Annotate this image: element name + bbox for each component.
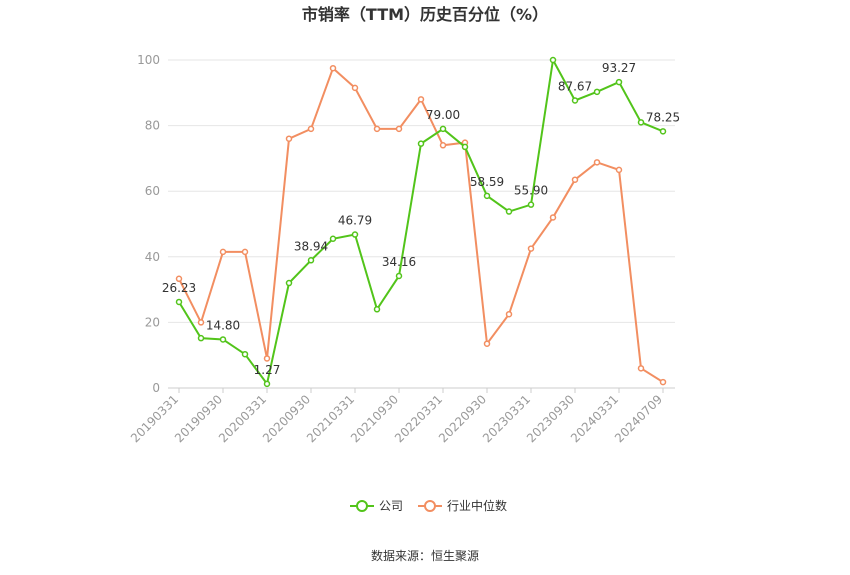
legend-item-1[interactable]: 行业中位数 <box>418 498 507 513</box>
data-point <box>285 135 293 142</box>
data-point <box>175 298 183 306</box>
data-point <box>637 365 645 372</box>
data-point <box>263 355 271 362</box>
data-point <box>329 64 337 72</box>
data-point <box>241 350 249 358</box>
x-tick-label: 20240709 <box>612 392 665 445</box>
y-tick-label: 0 <box>152 381 160 395</box>
data-point <box>593 159 601 166</box>
data-label: 26.23 <box>162 281 196 295</box>
data-point <box>439 125 447 133</box>
data-point <box>549 214 557 221</box>
data-labels: 26.23 14.80 1.27 38.94 46.79 34.16 79.00 58.59 5… <box>162 61 680 377</box>
y-tick-label: 20 <box>145 315 160 329</box>
data-point <box>615 166 623 174</box>
series-line-0 <box>178 56 664 387</box>
data-point <box>351 84 359 92</box>
data-label: 93.27 <box>602 61 636 75</box>
data-point <box>241 248 249 256</box>
data-point <box>197 334 205 342</box>
legend-label: 行业中位数 <box>447 498 507 513</box>
data-point <box>395 125 403 133</box>
data-point <box>659 128 667 135</box>
data-point <box>263 380 271 388</box>
data-label: 1.27 <box>254 363 281 377</box>
data-point <box>175 275 183 283</box>
data-point <box>593 88 601 96</box>
y-tick-label: 80 <box>145 119 160 133</box>
data-point <box>395 272 403 280</box>
data-label: 55.90 <box>514 184 548 198</box>
data-point <box>549 56 557 64</box>
chart-title: 市销率（TTM）历史百分位（%） <box>302 5 548 24</box>
legend-item-0[interactable]: 公司 <box>350 499 403 513</box>
y-tick-label: 40 <box>145 250 160 264</box>
data-point <box>637 119 645 126</box>
data-point <box>373 125 381 133</box>
data-point <box>571 97 579 104</box>
legend-marker <box>424 500 436 512</box>
data-label: 79.00 <box>426 108 460 122</box>
data-point <box>285 279 293 287</box>
y-tick-label: 60 <box>145 184 160 198</box>
series-group <box>175 56 667 388</box>
data-point <box>351 231 359 238</box>
data-point <box>219 248 227 256</box>
data-point <box>461 143 469 151</box>
x-axis: 2019033120190930202003312020093020210331… <box>128 388 665 445</box>
data-label: 14.80 <box>206 318 240 332</box>
y-tick-label: 100 <box>137 53 160 67</box>
data-label: 78.25 <box>646 110 680 124</box>
legend[interactable]: 公司 行业中位数 <box>350 498 507 513</box>
data-point <box>483 192 491 200</box>
data-point <box>197 319 205 326</box>
data-label: 58.59 <box>470 175 504 189</box>
data-point <box>417 140 425 147</box>
data-point <box>219 336 227 343</box>
legend-label: 公司 <box>379 499 403 513</box>
series-line-1 <box>178 66 664 383</box>
data-label: 46.79 <box>338 214 372 228</box>
data-point <box>329 235 337 243</box>
data-point <box>307 125 315 133</box>
data-point <box>439 142 447 149</box>
data-label: 38.94 <box>294 239 328 253</box>
data-point <box>615 78 623 86</box>
y-axis: 0 20 40 60 80 100 <box>137 53 160 395</box>
data-label: 34.16 <box>382 255 416 269</box>
data-point <box>483 340 491 347</box>
data-point <box>571 176 579 183</box>
data-point <box>527 201 535 208</box>
data-label: 87.67 <box>558 79 592 93</box>
data-point <box>307 257 315 264</box>
data-point <box>659 378 667 386</box>
data-point <box>373 306 381 313</box>
data-point <box>527 245 535 252</box>
legend-marker <box>356 500 368 512</box>
data-point <box>417 96 425 103</box>
data-point <box>505 310 513 318</box>
source-note: 数据来源：恒生聚源 <box>371 548 479 563</box>
grid <box>168 59 675 389</box>
data-point <box>505 208 513 215</box>
